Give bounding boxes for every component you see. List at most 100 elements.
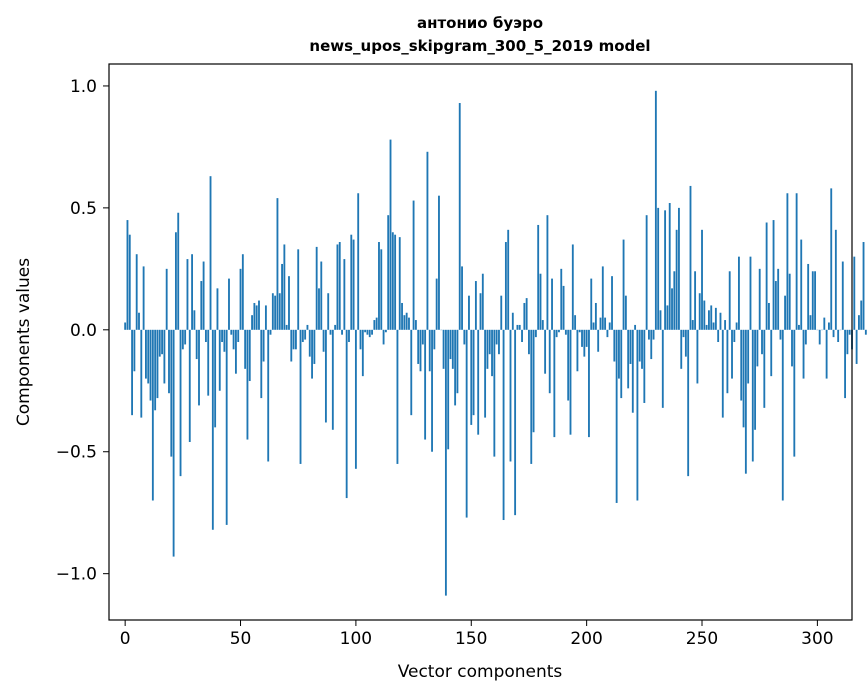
- bar: [832, 329, 835, 338]
- bar: [648, 329, 650, 340]
- bar: [744, 329, 747, 474]
- bar: [719, 312, 722, 330]
- bar: [371, 329, 373, 335]
- bar: [590, 278, 593, 330]
- bar: [387, 215, 390, 330]
- bar: [378, 242, 380, 330]
- bar: [578, 329, 581, 333]
- bar: [474, 281, 477, 330]
- bar: [135, 254, 138, 330]
- bar: [622, 239, 625, 330]
- bar: [442, 329, 445, 369]
- bar: [283, 244, 286, 330]
- bar: [389, 139, 392, 330]
- bar: [454, 329, 457, 406]
- bar: [544, 329, 547, 374]
- bar: [421, 329, 424, 345]
- bar: [311, 329, 313, 379]
- bar: [412, 200, 415, 330]
- bar: [627, 329, 630, 389]
- bar: [428, 329, 431, 372]
- bar: [244, 329, 247, 369]
- bar: [624, 295, 627, 330]
- bar: [502, 329, 505, 521]
- bar: [161, 329, 163, 355]
- x-tick-label: 250: [686, 629, 718, 649]
- bar: [234, 329, 237, 374]
- bar: [324, 329, 327, 423]
- bar: [237, 329, 240, 342]
- bar: [170, 329, 173, 457]
- bar: [825, 329, 828, 379]
- bar: [156, 329, 159, 399]
- bar: [361, 329, 364, 377]
- bar: [145, 329, 147, 379]
- bar: [848, 329, 851, 335]
- bar: [449, 329, 452, 360]
- bar: [671, 288, 673, 330]
- bar: [500, 295, 503, 330]
- bar: [481, 273, 484, 330]
- bar: [348, 329, 350, 342]
- bar: [701, 229, 703, 330]
- bar: [588, 329, 590, 438]
- x-tick-label: 300: [801, 629, 833, 649]
- bar: [521, 329, 523, 342]
- bar: [225, 329, 228, 525]
- bar: [798, 324, 800, 330]
- bar: [276, 198, 279, 330]
- x-tick-label: 200: [570, 629, 602, 649]
- bar: [682, 329, 685, 338]
- bar: [131, 329, 133, 416]
- bar: [391, 232, 394, 330]
- bar: [451, 329, 454, 369]
- bar: [664, 210, 667, 330]
- bar: [710, 305, 713, 330]
- bar: [258, 300, 260, 330]
- y-tick-label: 0.5: [70, 199, 97, 219]
- bar: [770, 329, 773, 377]
- x-tick-label: 150: [455, 629, 487, 649]
- bar: [830, 188, 833, 330]
- bar: [308, 329, 311, 357]
- bar: [511, 312, 514, 330]
- bar: [514, 329, 517, 516]
- bar: [174, 232, 177, 330]
- bar: [373, 320, 376, 330]
- bar: [352, 239, 355, 330]
- bar: [823, 317, 826, 330]
- bar: [327, 293, 330, 330]
- bar: [264, 305, 267, 330]
- bar: [569, 329, 572, 435]
- bar: [191, 254, 193, 330]
- bar: [634, 324, 637, 330]
- bar: [486, 329, 489, 369]
- bar: [322, 329, 325, 352]
- bar: [698, 293, 701, 330]
- bar: [860, 300, 863, 330]
- bar: [756, 329, 759, 367]
- bar: [251, 315, 253, 330]
- bar: [470, 329, 473, 425]
- bar: [431, 329, 433, 452]
- bar: [241, 254, 244, 330]
- bar: [763, 329, 766, 408]
- bar: [338, 242, 341, 330]
- bar: [754, 329, 757, 430]
- bar: [260, 329, 263, 399]
- bar: [343, 259, 346, 330]
- bar: [274, 295, 277, 330]
- bar: [262, 329, 265, 362]
- bar: [158, 329, 161, 357]
- bar: [200, 281, 203, 330]
- bar: [504, 242, 507, 330]
- bar: [357, 193, 360, 330]
- bar: [424, 329, 427, 440]
- bar: [541, 320, 544, 330]
- bar: [703, 300, 706, 330]
- bar: [608, 322, 611, 330]
- bar: [638, 329, 641, 362]
- bar: [618, 329, 620, 379]
- bar: [650, 329, 653, 360]
- bar: [523, 302, 526, 330]
